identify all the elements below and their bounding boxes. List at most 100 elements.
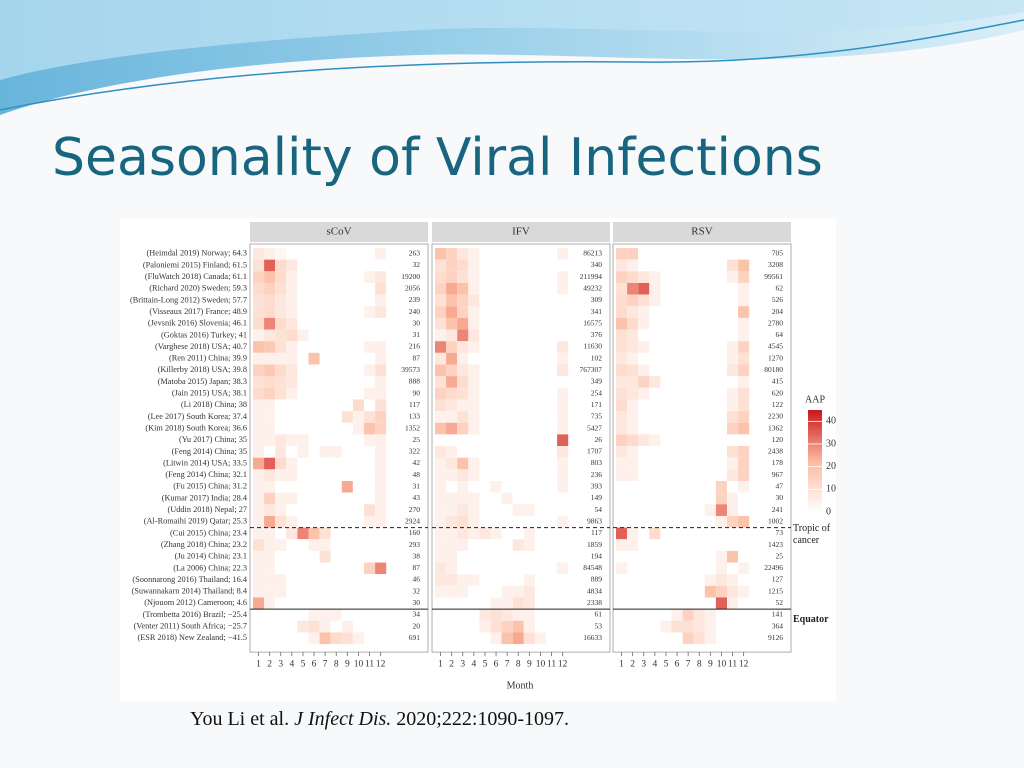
heat-cell [308, 492, 320, 505]
heat-cell [693, 411, 705, 423]
row-label: (Richard 2020) Sweden; 59.3 [149, 284, 247, 293]
sample-count: 16633 [583, 633, 602, 642]
heat-cell [627, 562, 639, 575]
heat-cell [308, 620, 320, 633]
heat-cell [660, 446, 672, 458]
sample-count: 30 [413, 598, 421, 607]
heat-cell [319, 550, 331, 563]
heat-cell [286, 422, 298, 435]
heat-cell [546, 399, 558, 412]
sample-count: 341 [591, 307, 603, 316]
heat-cell [534, 411, 546, 423]
x-tick-label: 4 [471, 659, 476, 669]
heat-cell [523, 259, 535, 272]
heat-cell [479, 539, 491, 551]
row-label: (Varghese 2018) USA; 40.7 [155, 342, 247, 351]
heat-cell [534, 341, 546, 353]
sample-count: 211994 [580, 272, 602, 281]
heat-cell [446, 434, 458, 447]
heat-cell [319, 317, 331, 330]
heat-cell [704, 597, 716, 610]
heat-cell [468, 550, 480, 563]
heat-cell [649, 609, 661, 621]
sample-count: 19200 [401, 272, 420, 281]
heat-cell [557, 527, 569, 540]
sample-count: 1707 [587, 447, 602, 456]
x-tick-label: 8 [697, 659, 702, 669]
heat-cell [512, 352, 524, 365]
citation: You Li et al. J Infect Dis. 2020;222:109… [190, 708, 569, 731]
heat-cell [638, 562, 650, 575]
heat-cell [704, 550, 716, 563]
heat-cell [627, 248, 639, 260]
sample-count: 20 [413, 621, 421, 630]
heat-cell [308, 539, 320, 551]
heat-cell [682, 248, 694, 260]
heat-cell [682, 597, 694, 610]
heat-cell [330, 306, 342, 318]
heat-cell [715, 562, 727, 575]
heat-cell [375, 294, 387, 307]
heat-cell [375, 399, 387, 412]
heat-cell [435, 446, 447, 458]
heat-cell [253, 341, 265, 353]
heat-cell [490, 620, 502, 633]
heat-cell [457, 585, 469, 598]
heat-cell [479, 527, 491, 540]
heat-cell [364, 469, 376, 481]
heat-cell [297, 399, 309, 412]
heat-cell [468, 434, 480, 447]
heat-cell [671, 306, 683, 318]
heat-cell [627, 609, 639, 621]
heat-cell [627, 446, 639, 458]
heat-cell [253, 550, 265, 563]
sample-count: 393 [591, 482, 603, 491]
heat-cell [704, 620, 716, 633]
heat-cell [638, 492, 650, 505]
heat-cell [275, 376, 287, 388]
heat-cell [616, 411, 628, 423]
heat-cell [364, 597, 376, 610]
heat-cell [738, 434, 750, 447]
heat-cell [275, 550, 287, 563]
heat-cell [501, 411, 513, 423]
heat-cell [660, 387, 672, 400]
heat-cell [253, 597, 265, 610]
sample-count: 2924 [405, 516, 420, 525]
x-tick-label: 8 [334, 659, 339, 669]
heat-cell [352, 632, 364, 645]
sample-count: 526 [772, 295, 784, 304]
heat-cell [638, 434, 650, 447]
heat-cell [660, 539, 672, 551]
heat-cell [501, 376, 513, 388]
sample-count: 263 [409, 249, 421, 258]
heat-cell [738, 422, 750, 435]
heat-cell [682, 527, 694, 540]
heat-cell [616, 399, 628, 412]
heat-cell [286, 376, 298, 388]
heat-cell [308, 306, 320, 318]
heat-cell [638, 539, 650, 551]
heat-cell [253, 527, 265, 540]
heat-cell [704, 585, 716, 598]
heat-cell [286, 352, 298, 365]
heat-cell [727, 515, 739, 528]
heat-cell [468, 248, 480, 260]
heat-cell [693, 446, 705, 458]
heat-cell [330, 411, 342, 423]
heat-cell [693, 609, 705, 621]
heat-cell [693, 539, 705, 551]
heat-cell [446, 259, 458, 272]
heat-cell [341, 597, 353, 610]
heat-cell [649, 550, 661, 563]
heat-cell [364, 457, 376, 470]
sample-count: 120 [772, 435, 784, 444]
heat-cell [534, 481, 546, 493]
heat-cell [435, 282, 447, 295]
heat-cell [479, 341, 491, 353]
heat-cell [627, 364, 639, 377]
heat-cell [512, 294, 524, 307]
heat-cell [330, 562, 342, 575]
sample-count: 691 [409, 633, 421, 642]
heat-cell [275, 609, 287, 621]
